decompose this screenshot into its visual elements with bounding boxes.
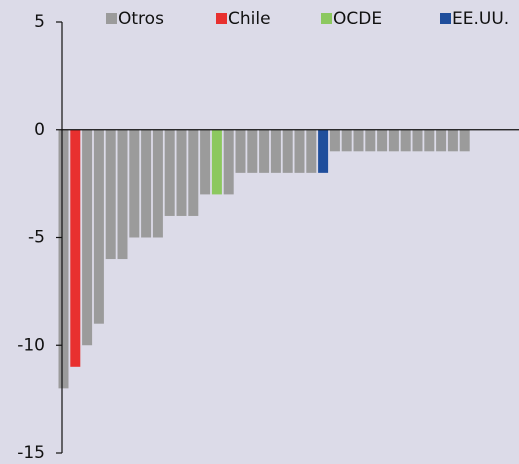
bar xyxy=(377,129,388,152)
bar xyxy=(412,129,423,152)
bar xyxy=(70,129,81,367)
bar xyxy=(164,129,175,216)
bar xyxy=(436,129,447,152)
bar xyxy=(282,129,293,173)
bar xyxy=(353,129,364,152)
bar xyxy=(223,129,234,195)
y-tick-label: -10 xyxy=(17,335,45,355)
bar xyxy=(117,129,128,260)
bar xyxy=(341,129,352,152)
bar xyxy=(329,129,340,152)
legend-swatch xyxy=(321,13,332,24)
y-tick-label: 0 xyxy=(34,120,45,140)
legend-label: Otros xyxy=(118,9,164,29)
legend-label: OCDE xyxy=(333,9,382,29)
legend-label: EE.UU. xyxy=(452,9,509,29)
bar xyxy=(200,129,211,195)
bar xyxy=(82,129,93,346)
y-tick-label: -5 xyxy=(28,228,45,248)
bar xyxy=(365,129,376,152)
y-tick-label: 5 xyxy=(34,12,45,32)
y-tick-label: -15 xyxy=(17,443,45,463)
bar xyxy=(105,129,116,260)
legend-swatch xyxy=(440,13,451,24)
bar xyxy=(58,129,69,389)
bar xyxy=(424,129,435,152)
legend-swatch xyxy=(216,13,227,24)
bar xyxy=(211,129,222,195)
bar xyxy=(176,129,187,216)
bar xyxy=(129,129,140,238)
bar xyxy=(247,129,258,173)
bar xyxy=(388,129,399,152)
bar xyxy=(152,129,163,238)
legend-label: Chile xyxy=(228,9,271,29)
bar xyxy=(306,129,317,173)
legend-swatch xyxy=(106,13,117,24)
bar xyxy=(294,129,305,173)
bar xyxy=(188,129,199,216)
bar xyxy=(259,129,270,173)
bar xyxy=(270,129,281,173)
bar xyxy=(141,129,152,238)
bar xyxy=(93,129,104,324)
bar xyxy=(459,129,470,152)
bar xyxy=(318,129,329,173)
bar xyxy=(447,129,458,152)
bar xyxy=(400,129,411,152)
bar xyxy=(235,129,246,173)
